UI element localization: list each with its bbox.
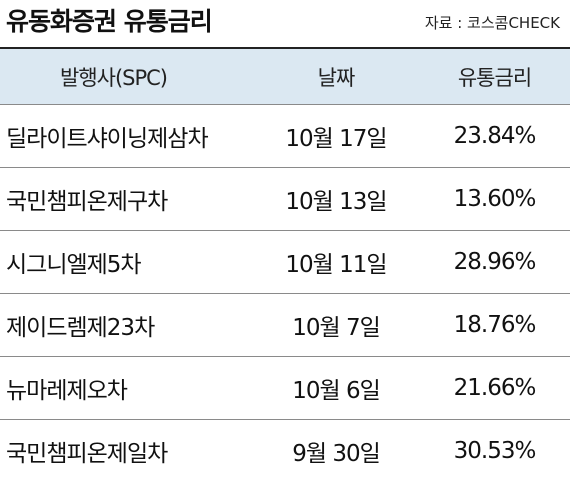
table-row: 제이드렘제23차 10월 7일 18.76% <box>0 294 570 357</box>
table-row: 딜라이트샤이닝제삼차 10월 17일 23.84% <box>0 105 570 168</box>
rate-table: 발행사(SPC) 날짜 유통금리 딜라이트샤이닝제삼차 10월 17일 23.8… <box>0 47 570 482</box>
issuer-cell: 국민챔피온제구차 <box>6 189 168 215</box>
issuer-cell: 제이드렘제23차 <box>6 315 155 341</box>
rate-cell: 13.60% <box>453 186 537 212</box>
date-cell: 10월 17일 <box>285 126 387 152</box>
date-cell: 10월 13일 <box>285 189 387 215</box>
issuer-cell: 국민챔피온제일차 <box>6 441 168 467</box>
issuer-cell: 딜라이트샤이닝제삼차 <box>6 126 209 152</box>
table-row: 국민챔피온제구차 10월 13일 13.60% <box>0 168 570 231</box>
rate-cell: 21.66% <box>453 375 537 401</box>
table-row: 시그니엘제5차 10월 11일 28.96% <box>0 231 570 294</box>
page-title: 유동화증권 유통금리 <box>6 7 213 36</box>
table-row: 국민챔피온제일차 9월 30일 30.53% <box>0 420 570 482</box>
date-cell: 10월 11일 <box>285 252 387 278</box>
column-header-date: 날짜 <box>317 65 356 90</box>
date-cell: 9월 30일 <box>292 441 381 467</box>
table-row: 뉴마레제오차 10월 6일 21.66% <box>0 357 570 420</box>
rate-cell: 30.53% <box>453 438 537 464</box>
date-cell: 10월 6일 <box>292 378 381 404</box>
rate-cell: 28.96% <box>453 249 537 275</box>
source-note: 자료 : 코스콤CHECK <box>424 14 560 32</box>
date-cell: 10월 7일 <box>292 315 381 341</box>
rate-cell: 18.76% <box>453 312 537 338</box>
rate-cell: 23.84% <box>453 123 537 149</box>
column-header-rate: 유통금리 <box>457 65 532 90</box>
column-header-issuer: 발행사(SPC) <box>60 65 168 90</box>
table-header-row: 발행사(SPC) 날짜 유통금리 <box>0 49 570 105</box>
issuer-cell: 뉴마레제오차 <box>6 378 128 404</box>
issuer-cell: 시그니엘제5차 <box>6 252 142 278</box>
